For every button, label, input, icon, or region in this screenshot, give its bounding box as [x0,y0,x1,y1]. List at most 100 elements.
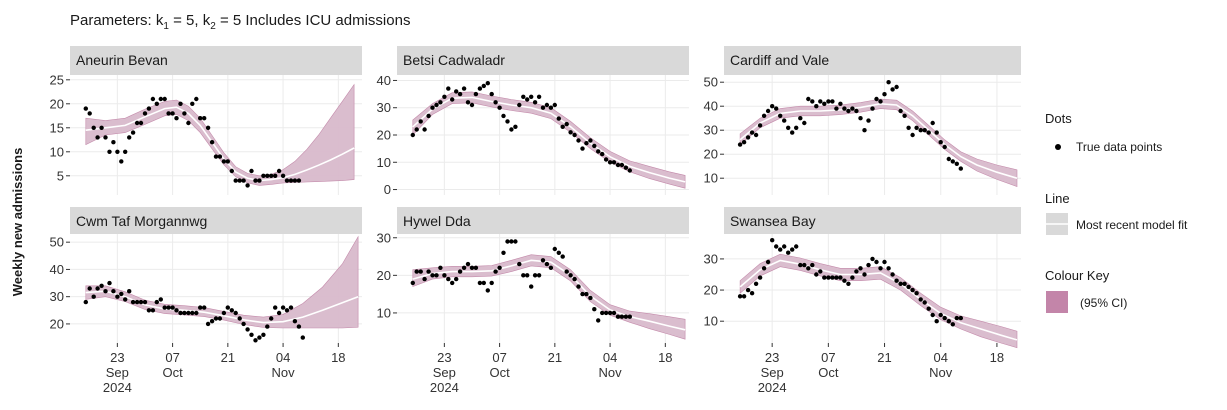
data-point [525,273,530,278]
data-point [493,100,498,105]
data-point [119,159,124,164]
data-point [838,101,843,107]
data-point [142,299,148,305]
data-point [786,250,791,255]
data-point [938,140,943,145]
data-point [489,280,494,286]
data-point [501,250,506,255]
data-point [174,116,179,121]
subtitle: Parameters: k1 = 5, k2 = 5 Includes ICU … [70,12,410,32]
data-point [918,297,923,302]
data-point [826,275,831,280]
panel-aneurin-bevan: Aneurin Bevan 5 10 15 20 25 [50,46,362,195]
data-point [257,178,262,183]
data-point [870,106,875,111]
y-tick-label: 40 [704,99,718,114]
data-point [190,101,195,107]
data-point [548,265,554,270]
data-point [225,305,230,310]
data-point [273,173,278,178]
data-point [556,250,561,255]
data-point [521,94,526,100]
data-point [826,99,831,104]
data-point [898,108,903,114]
x-tick-label: 23 [765,350,779,365]
y-tick-label: 30 [377,100,391,115]
data-point [493,269,498,274]
data-point [774,106,779,111]
data-point [782,244,787,249]
x-tick-label: 07 [492,350,506,365]
data-point [265,324,270,329]
y-tick-label: 30 [704,251,718,266]
data-point [194,310,199,316]
x-tick-label: Nov [599,365,623,380]
data-point [410,280,415,286]
model-fit-line [412,96,686,183]
x-tick-label: 18 [658,350,672,365]
data-point [410,132,415,138]
facet-strip-label: Hywel Dda [403,213,471,229]
data-point [870,256,875,262]
data-point [834,106,839,111]
x-tick-label: 21 [877,350,891,365]
data-point [198,116,203,121]
data-point [261,332,266,337]
data-point [749,130,755,135]
data-point [525,97,530,102]
legend-ci-label: (95% CI) [1080,296,1127,310]
data-point [91,294,96,299]
data-point [946,156,951,162]
data-point [790,130,795,135]
data-point [798,262,803,268]
data-point [414,127,419,132]
data-point [854,108,859,114]
data-point [229,168,234,174]
data-point [741,140,747,145]
data-point [615,314,621,319]
data-point [454,89,459,94]
data-point [249,168,254,174]
data-point [745,287,751,293]
legend-dots-label: True data points [1076,140,1162,154]
data-point [450,280,455,286]
data-point [221,159,227,164]
x-tick-label: 2024 [430,380,459,395]
data-point [269,173,274,178]
data-point [958,166,963,171]
data-point [473,91,479,97]
data-point [619,162,625,168]
data-point [174,308,179,313]
data-point [276,310,282,316]
data-point [596,318,601,323]
data-point [954,315,959,321]
data-point [818,269,823,274]
data-point [438,100,443,105]
legend-dots-title: Dots [1045,111,1072,126]
data-point [469,265,475,270]
data-point [580,291,585,297]
data-point [588,138,593,143]
data-point [194,96,199,102]
data-point [552,246,557,252]
x-tick-label: 04 [933,350,947,365]
data-point [588,295,593,301]
data-point [564,269,569,274]
data-point [162,96,167,102]
data-point [858,266,863,271]
data-point [737,142,743,147]
facet-strip [724,46,1021,75]
data-point [461,86,467,91]
data-point [497,105,502,110]
data-point [934,130,939,135]
data-point [765,259,771,265]
facet-strip [70,46,362,75]
data-point [572,132,577,138]
data-point [882,92,887,97]
data-point [99,283,104,288]
data-point [99,125,104,130]
data-point [465,261,471,267]
y-tick-label: 20 [377,268,391,283]
data-point [138,299,144,305]
